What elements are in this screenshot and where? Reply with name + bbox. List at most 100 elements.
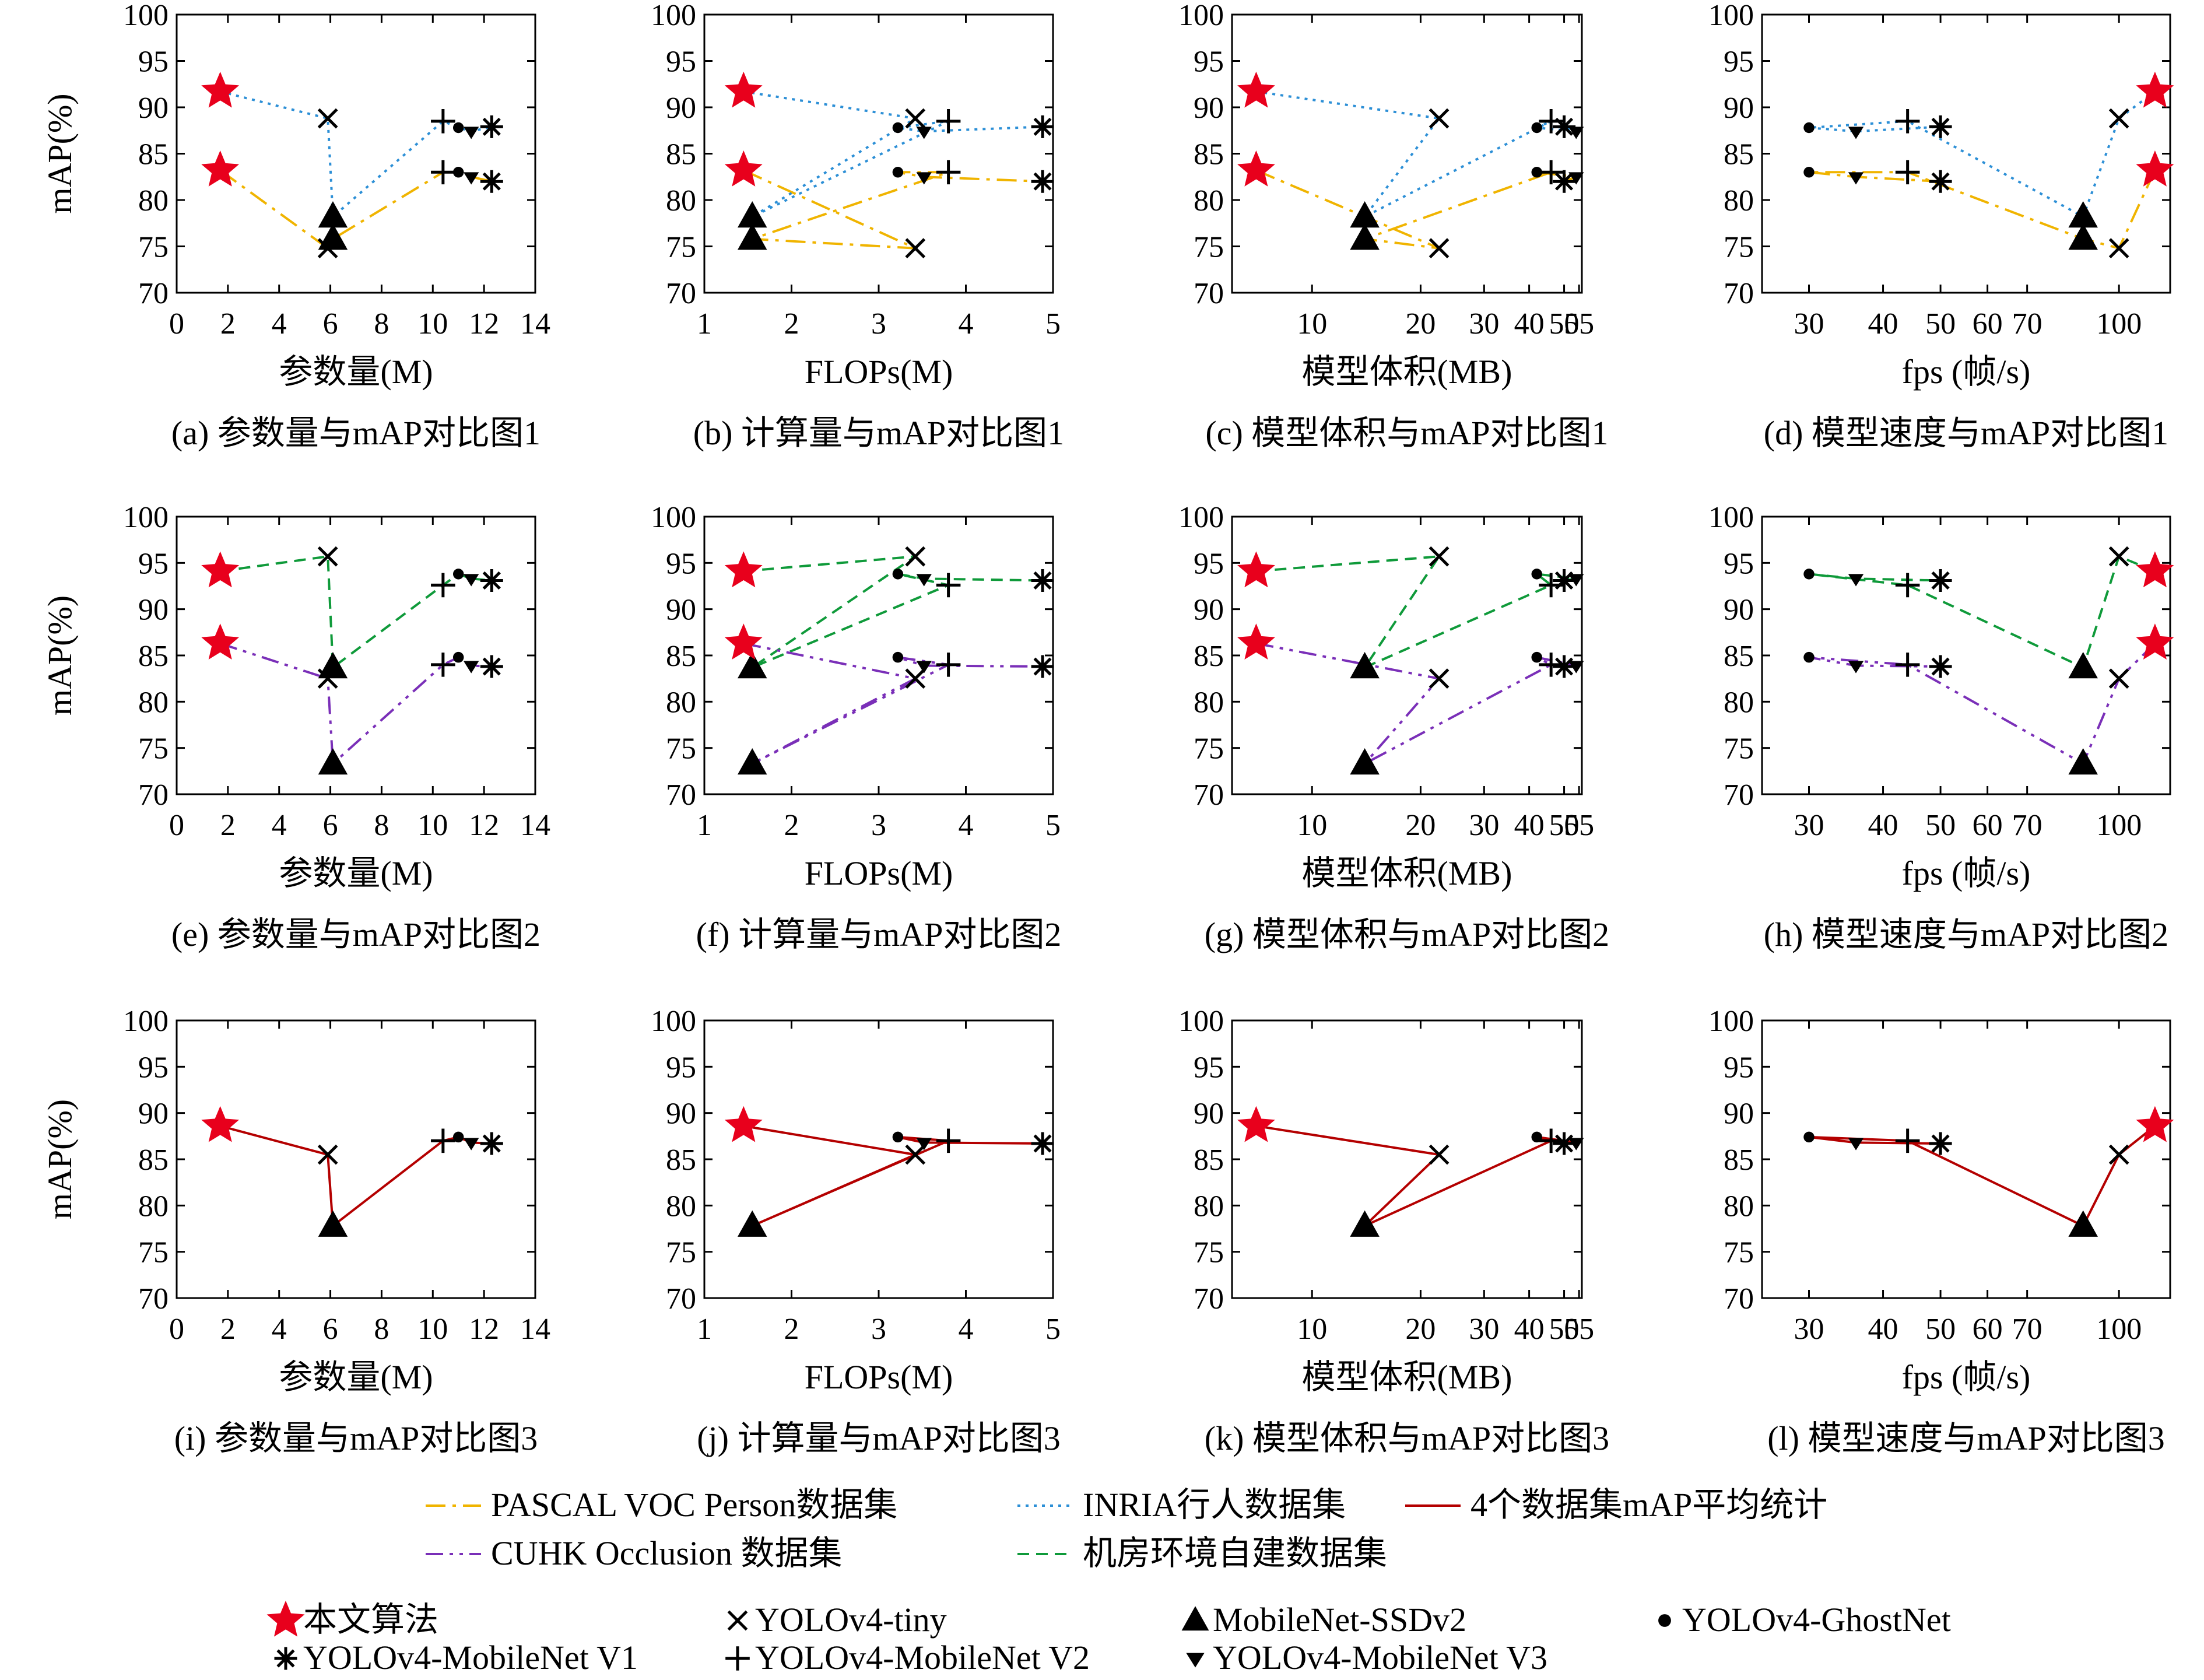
y-tick-label: 85 <box>1194 1144 1224 1177</box>
legend-label: YOLOv4-MobileNet V3 <box>1213 1639 1547 1677</box>
data-point-mv2 <box>431 653 455 677</box>
data-point-mv1 <box>480 170 503 193</box>
triangle-down-icon <box>463 661 479 674</box>
data-point-ssd <box>1350 201 1380 228</box>
x-tick-label: 60 <box>1973 307 2003 341</box>
circle-icon <box>1803 167 1815 178</box>
plus-icon <box>936 573 961 598</box>
series-line-cuhk <box>743 642 1043 765</box>
triangle-down-icon <box>916 172 932 185</box>
y-tick-label: 80 <box>666 184 696 218</box>
data-point-mv3 <box>1848 127 1864 139</box>
triangle-down-icon <box>463 1138 479 1151</box>
plus-icon <box>1539 109 1563 134</box>
x-tick-label: 4 <box>959 307 974 341</box>
y-axis-label: mAP(%) <box>41 1099 79 1219</box>
star-icon <box>1237 551 1275 588</box>
data-point-ssd <box>318 652 348 679</box>
data-point-mv2 <box>431 1128 455 1153</box>
data-point-mv3 <box>463 127 479 139</box>
asterisk-icon <box>1929 115 1952 138</box>
x-tick-label: 2 <box>784 307 799 341</box>
x-tick-label: 4 <box>272 307 287 341</box>
star-icon <box>724 71 763 108</box>
plus-icon <box>431 160 455 185</box>
data-point-mv2 <box>936 160 961 185</box>
data-point-ours <box>1237 1106 1275 1142</box>
legend-label: MobileNet-SSDv2 <box>1213 1601 1466 1639</box>
y-tick-label: 85 <box>666 640 696 673</box>
circle-icon <box>1658 1614 1671 1627</box>
asterisk-icon <box>1031 655 1054 678</box>
plus-icon <box>431 573 455 598</box>
plus-icon <box>725 1646 750 1671</box>
triangle-up-icon <box>318 1210 348 1237</box>
y-axis-label: mAP(%) <box>41 595 79 716</box>
x-cross-icon <box>317 546 338 567</box>
data-point-mv1 <box>1929 1132 1952 1155</box>
triangle-down-icon <box>1848 574 1864 587</box>
asterisk-icon <box>1553 1132 1576 1155</box>
data-point-mv2 <box>936 1128 961 1153</box>
y-tick-label: 75 <box>1724 1236 1754 1269</box>
panel-2-3: 70 75 80 85 90 95 100 30 40 50 60 70 100 fps (帧/s) (l)… <box>1708 1005 2174 1457</box>
x-axis-label: 模型体积(MB) <box>1302 854 1512 892</box>
panel-caption: (b) 计算量与mAP对比图1 <box>693 414 1064 452</box>
data-point-tiny <box>2108 238 2129 259</box>
data-point-ours <box>724 551 763 588</box>
y-tick-label: 80 <box>138 1190 169 1223</box>
plot-frame <box>1231 13 1583 294</box>
y-tick-label: 80 <box>666 686 696 719</box>
star-icon <box>266 1600 305 1637</box>
data-point-ours <box>201 1106 240 1142</box>
x-tick-label: 30 <box>1469 307 1499 341</box>
x-tick-label: 60 <box>1973 809 2003 842</box>
data-point-tiny <box>2108 1144 2129 1165</box>
x-tick-label: 12 <box>469 809 499 842</box>
data-point-mv1 <box>1031 569 1054 592</box>
x-cross-icon <box>1429 108 1450 129</box>
data-point-mv3 <box>916 172 932 185</box>
star-icon <box>201 71 240 108</box>
asterisk-icon <box>1553 655 1576 678</box>
data-point-ours <box>2136 623 2174 660</box>
y-tick-label: 95 <box>1194 1051 1224 1084</box>
panel-caption: (h) 模型速度与mAP对比图2 <box>1764 916 2168 953</box>
data-point-ours <box>201 623 240 660</box>
data-point-ours <box>724 623 763 660</box>
triangle-down-icon <box>916 1138 932 1151</box>
asterisk-icon <box>1553 569 1576 592</box>
star-icon <box>724 1106 763 1142</box>
data-point-ghost <box>1803 569 1815 580</box>
y-axis-label: mAP(%) <box>41 93 79 213</box>
data-point-ghost <box>1531 651 1542 663</box>
data-point-ghost <box>1531 569 1542 580</box>
data-point-ghost <box>892 651 904 663</box>
data-point-mv2 <box>431 573 455 598</box>
panel-1-1: 70 75 80 85 90 95 100 1 2 3 4 5 FLOPs(M) (f) 计算量与mAP对… <box>651 501 1061 953</box>
data-point-mv2 <box>1895 573 1920 598</box>
data-point-mv1 <box>1929 569 1952 592</box>
data-point-ghost <box>452 651 464 663</box>
data-point-mv3 <box>1848 172 1864 185</box>
series-line-avg <box>743 1124 1043 1227</box>
triangle-up-icon <box>318 223 348 250</box>
triangle-up-icon <box>737 1210 767 1237</box>
triangle-down-icon <box>1848 661 1864 674</box>
y-tick-label: 80 <box>1194 184 1224 218</box>
asterisk-icon <box>1929 655 1952 678</box>
y-tick-label: 85 <box>666 138 696 171</box>
asterisk-icon <box>480 1132 503 1155</box>
y-tick-label: 95 <box>1724 547 1754 580</box>
x-cross-icon <box>905 668 926 689</box>
x-tick-label: 2 <box>220 809 236 842</box>
y-tick-label: 95 <box>666 547 696 580</box>
data-point-ours <box>1237 150 1275 187</box>
legend-markers: 本文算法 YOLOv4-tiny MobileNet-SSDv2 YOLOv4-Gho… <box>266 1600 1951 1677</box>
x-cross-icon <box>1429 1144 1450 1165</box>
x-tick-label: 0 <box>169 307 184 341</box>
data-point-tiny <box>317 546 338 567</box>
data-point-mv2 <box>1895 109 1920 134</box>
data-point-mv1 <box>1929 115 1952 138</box>
